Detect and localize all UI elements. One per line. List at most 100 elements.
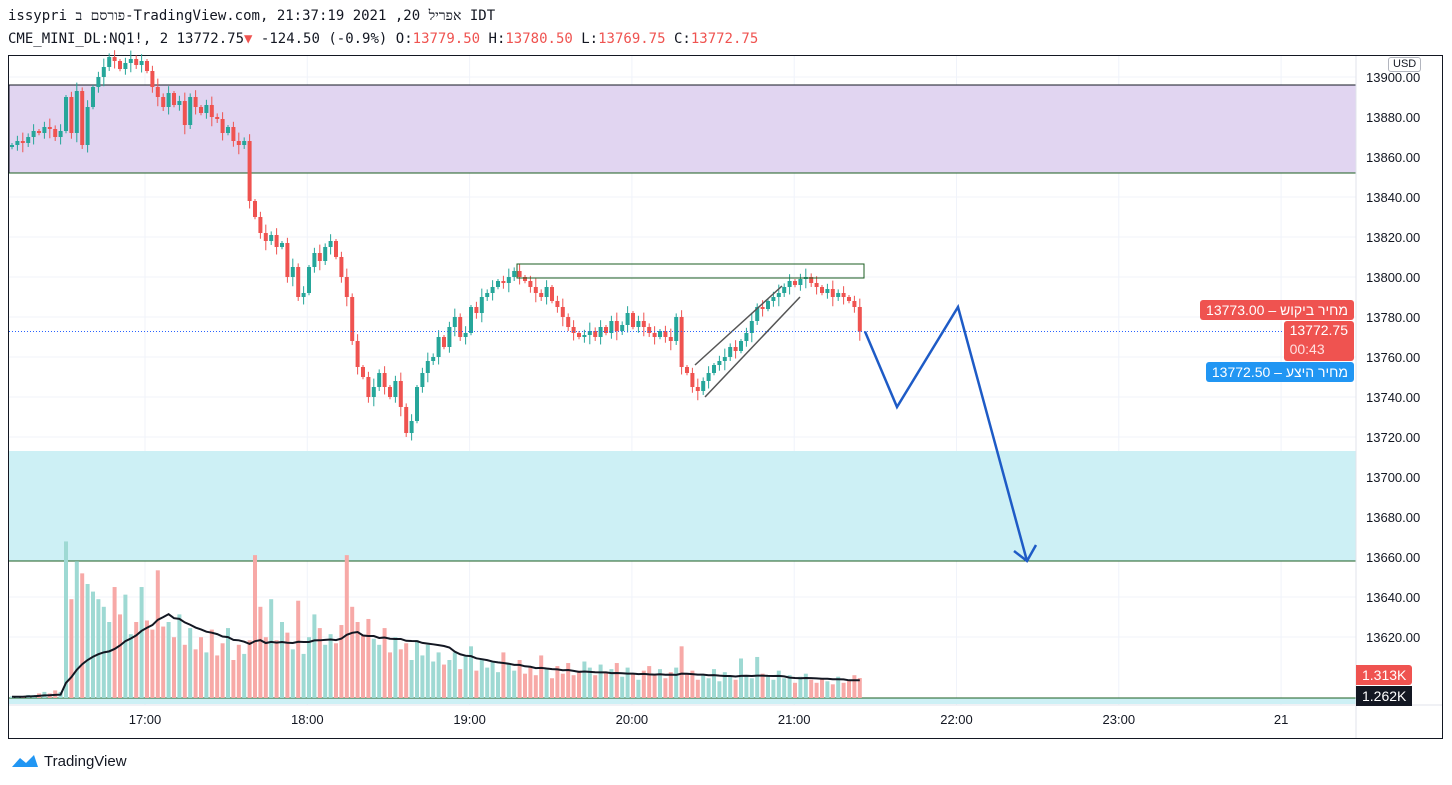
volume-bar [442, 664, 446, 698]
volume-bar [74, 561, 79, 698]
volume-label: 1.313K [1356, 665, 1413, 685]
volume-bar [247, 640, 252, 698]
volume-bar [766, 676, 770, 698]
ask-value: 13773.00 [1206, 302, 1265, 318]
volume-bar [242, 653, 247, 698]
volume-bar [258, 606, 263, 698]
volume-bar [517, 660, 522, 698]
candle-body [695, 387, 700, 391]
candle-body [809, 277, 814, 283]
candle-body [355, 341, 360, 367]
volume-bar [123, 594, 128, 698]
chart-frame[interactable] [8, 55, 1443, 739]
candle-body [285, 243, 290, 277]
publish-info: issypri פורסם ב-TradingView.com, אפריל 2… [8, 8, 496, 24]
candle-body [96, 77, 101, 87]
candle-body [226, 127, 230, 133]
bar-countdown: 00:43 [1289, 341, 1325, 357]
price-tick-label: 13900.00 [1366, 70, 1420, 85]
close-value: 13772.75 [690, 31, 759, 47]
candle-body [425, 361, 430, 373]
candle-body [290, 267, 295, 277]
candle-body [512, 271, 517, 277]
volume-bar [134, 622, 139, 698]
price-tick-label: 13720.00 [1366, 430, 1420, 445]
price-tick-label: 13780.00 [1366, 310, 1420, 325]
volume-bar [668, 672, 673, 698]
candle-body [641, 321, 646, 327]
volume-bar [182, 644, 187, 698]
volume-bar [604, 672, 608, 698]
candle-body [69, 97, 74, 133]
last-price: 13772.75 [176, 31, 245, 47]
volume-bar [215, 655, 220, 698]
volume-bar [312, 614, 317, 698]
time-tick-label: 22:00 [940, 712, 973, 727]
volume-bar [852, 675, 857, 698]
volume-bar [582, 661, 587, 698]
candle-body [533, 287, 538, 293]
volume-bar [80, 573, 85, 698]
volume-bar [328, 634, 333, 698]
candle-body [479, 297, 484, 313]
projection-arrowhead [1013, 544, 1038, 563]
volume-bar [355, 622, 360, 698]
volume-bar [177, 614, 182, 698]
candle-body [771, 297, 776, 301]
volume-bar [371, 638, 376, 698]
candle-body [582, 335, 587, 337]
time-tick-label: 19:00 [453, 712, 486, 727]
candle-body [274, 235, 279, 247]
volume-bar [501, 652, 506, 698]
candle-body [334, 241, 338, 257]
volume-bar [204, 652, 209, 698]
time-tick-label: 18:00 [291, 712, 324, 727]
volume-bar [334, 643, 338, 698]
candle-body [361, 367, 365, 377]
candle-body [182, 101, 187, 125]
candle-body [155, 87, 160, 97]
candle-body [609, 321, 614, 333]
volume-bar [625, 667, 630, 698]
bid-text: מחיר היצע [1285, 364, 1348, 380]
candle-body [658, 331, 662, 337]
candle-body [701, 381, 706, 391]
candle-body [404, 407, 409, 433]
volume-bar [722, 672, 727, 698]
volume-bar [728, 676, 733, 698]
candle-body [614, 321, 619, 331]
volume-bar [776, 670, 781, 698]
candle-body [128, 59, 133, 63]
volume-bar [528, 667, 533, 698]
volume-bar [431, 661, 436, 698]
volume-bar [317, 628, 322, 698]
volume-bar [166, 622, 171, 698]
symbol[interactable]: CME_MINI_DL:NQ1!, 2 [8, 31, 169, 47]
volume-bar [118, 614, 122, 698]
volume-bar [706, 678, 711, 698]
candle-body [690, 373, 695, 387]
candle-body [506, 277, 511, 283]
candle-body [366, 377, 371, 397]
candle-body [485, 293, 490, 297]
time-tick-label: 17:00 [129, 712, 162, 727]
open-value: 13779.50 [412, 31, 481, 47]
candle-body [118, 61, 122, 69]
volume-bar [269, 599, 274, 698]
price-tick-label: 13700.00 [1366, 470, 1420, 485]
tradingview-logo[interactable]: TradingView [10, 752, 127, 770]
candle-body [10, 145, 14, 147]
volume-bar [307, 637, 311, 698]
channel-top-line [694, 285, 783, 366]
candle-body [188, 97, 193, 125]
currency-button[interactable]: USD [1388, 57, 1422, 72]
volume-bar [847, 679, 851, 698]
volume-bar [139, 587, 144, 698]
candle-body [744, 333, 749, 341]
volume-bar [652, 675, 657, 698]
volume-bar [679, 646, 684, 698]
volume-bar [809, 679, 814, 698]
volume-bar [344, 555, 349, 698]
volume-bar [733, 679, 738, 698]
